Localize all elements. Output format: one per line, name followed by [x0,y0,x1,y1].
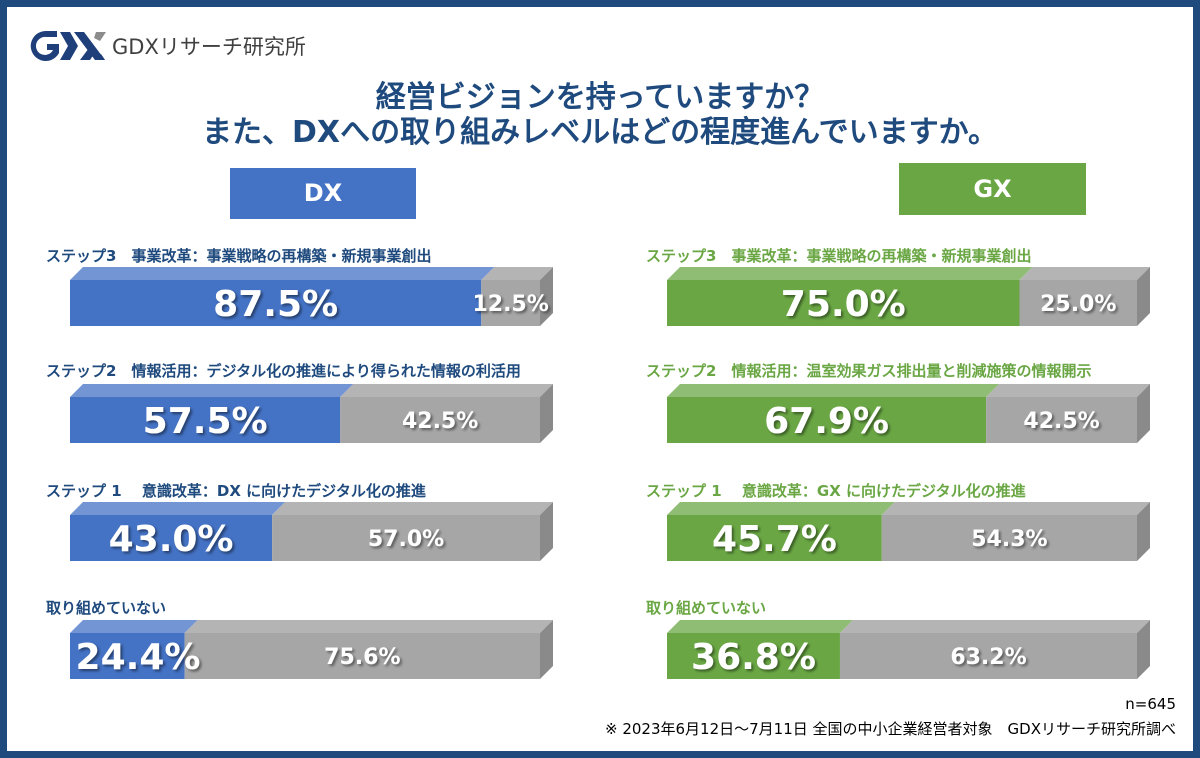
gx-row-label: ステップ2 情報活用：温室効果ガス排出量と削減施策の情報開示 [646,362,1092,380]
gx-bar-top-yes [667,620,853,633]
gx-bar-no [881,515,1137,561]
dx-bar-top-no [481,267,553,280]
dx-bar-top-no [184,620,553,633]
dx-bar-yes [70,397,341,443]
gx-no-value: 63.2% [950,645,1026,670]
gx-row-label: 取り組めていない [646,599,767,617]
gx-bar-top-yes [667,502,895,515]
gx-no-value: 54.3% [971,527,1047,552]
gx-bar-top-no [1019,267,1150,280]
gx-bar-no [986,397,1137,443]
gx-yes-value: 36.8% [691,637,816,678]
gx-row-label: ステップ3 事業改革：事業戦略の再構築・新規事業創出 [646,247,1032,265]
dx-yes-value: 43.0% [109,519,234,560]
title-line-2: また、DXへの取り組みレベルはどの程度進んでいますか。 [202,115,998,150]
dx-bar-side [540,267,553,326]
gx-row-label: ステップ 1 意識改革：GX に向けたデジタル化の推進 [646,482,1026,500]
dx-bar-no [184,633,540,679]
dx-header: DX [230,168,416,219]
gx-no-value: 42.5% [1023,409,1099,434]
dx-yes-value: 24.4% [76,637,201,678]
dx-bar-side [540,502,553,561]
dx-row-label: ステップ2 情報活用：デジタル化の推進により得られた情報の利活用 [46,362,521,380]
gx-bar-top-no [881,502,1150,515]
gx-yes-value: 67.9% [764,401,889,442]
dx-no-value: 57.0% [368,527,444,552]
dx-no-value: 75.6% [324,645,400,670]
dx-bar-top-yes [70,502,286,515]
gx-bar-yes [667,280,1020,326]
dx-row-label: ステップ3 事業改革：事業戦略の再構築・新規事業創出 [46,247,432,265]
gx-bar-no [839,633,1137,679]
gx-yes-value: 75.0% [781,284,906,325]
gx-no-value: 25.0% [1040,292,1116,317]
dx-bar-top-yes [70,384,354,397]
dx-bar-top-no [272,502,553,515]
dx-bar-no [272,515,540,561]
survey-note: ※ 2023年6月12日～7月11日 全国の中小企業経営者対象 GDXリサーチ研… [605,720,1176,738]
dx-row-label: ステップ 1 意識改革：DX に向けたデジタル化の推進 [46,482,426,500]
dx-bar-top-yes [70,620,198,633]
dx-no-value: 42.5% [402,409,478,434]
gx-bar-yes [667,633,840,679]
gx-bar-yes [667,397,987,443]
dx-bar-side [540,620,553,679]
title-line-1: 経営ビジョンを持っていますか？ [375,80,825,115]
gx-header: GX [899,163,1086,215]
gx-yes-value: 45.7% [712,519,837,560]
dx-bar-no [340,397,540,443]
dx-bar-top-yes [70,267,495,280]
logo: GDXリサーチ研究所 [30,28,306,64]
dx-bar-yes [70,515,273,561]
dx-bar-yes [70,633,185,679]
sample-size: n=645 [1125,695,1176,713]
gx-bar-no [1019,280,1137,326]
dx-yes-value: 87.5% [213,284,338,325]
dx-bar-side [540,384,553,443]
dx-bar-yes [70,280,482,326]
gx-bar-top-yes [667,384,1000,397]
dx-bar-no [481,280,540,326]
dx-bar-top-no [340,384,553,397]
gx-bar-side [1137,384,1150,443]
gx-bar-top-yes [667,267,1033,280]
dx-row-label: 取り組めていない [46,599,167,617]
dx-yes-value: 57.5% [143,401,268,442]
gx-bar-side [1137,267,1150,326]
gx-bar-yes [667,515,882,561]
gdx-logo-icon [30,30,106,61]
gx-bar-top-no [839,620,1150,633]
gx-bar-top-no [986,384,1150,397]
gx-bar-side [1137,502,1150,561]
gx-bar-side [1137,620,1150,679]
dx-no-value: 12.5% [472,292,548,317]
logo-text: GDXリサーチ研究所 [112,35,306,59]
